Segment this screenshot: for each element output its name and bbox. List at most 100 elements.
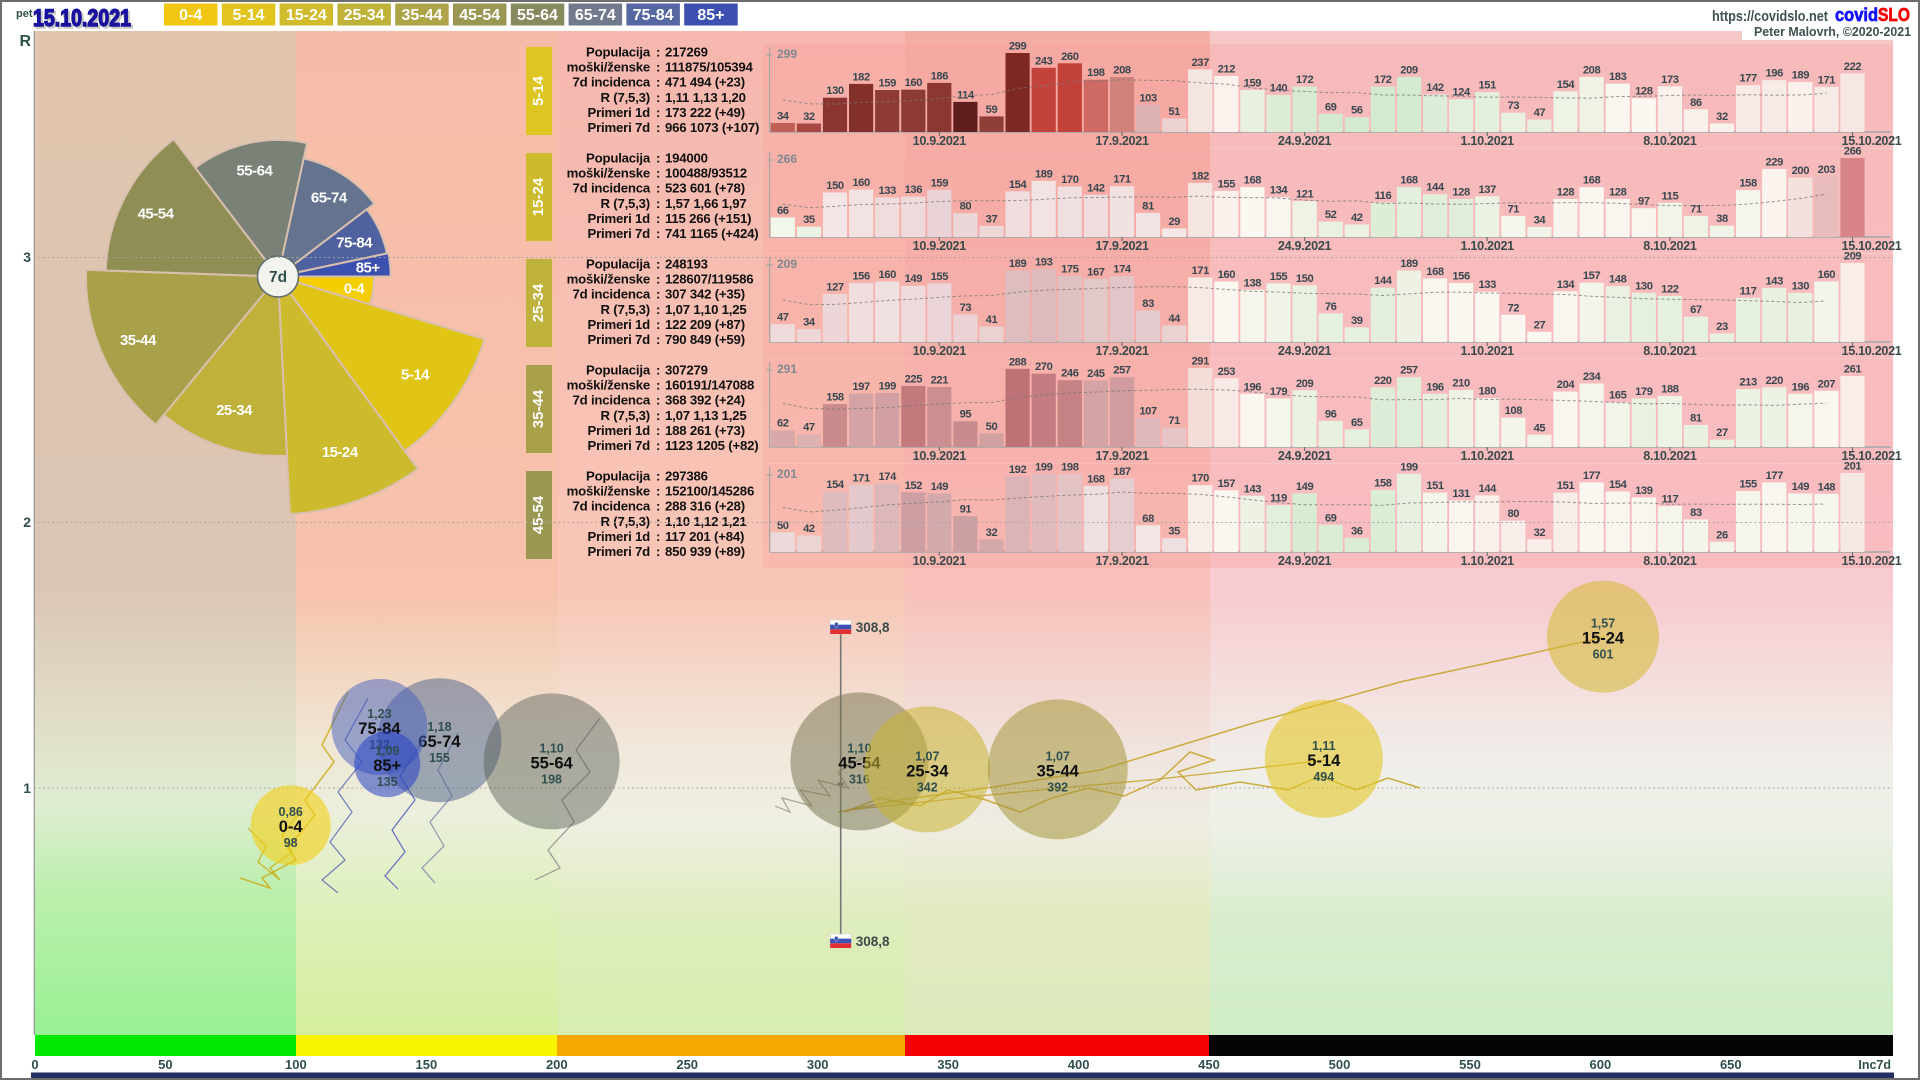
svg-text:157: 157 <box>1583 270 1601 282</box>
svg-text:189: 189 <box>1035 168 1053 180</box>
svg-text:245: 245 <box>1087 368 1105 380</box>
svg-text:1,11: 1,11 <box>1312 739 1336 753</box>
svg-text:35: 35 <box>1168 526 1180 538</box>
svg-text:196: 196 <box>1765 68 1783 80</box>
svg-text:198: 198 <box>541 772 562 786</box>
svg-text:208: 208 <box>1113 65 1131 77</box>
svg-text:291: 291 <box>777 362 797 376</box>
svg-text::: : <box>656 211 660 226</box>
svg-text:1,07: 1,07 <box>1046 749 1070 763</box>
svg-text:342: 342 <box>917 780 938 794</box>
svg-text:1,18: 1,18 <box>427 720 451 734</box>
svg-text:291: 291 <box>1191 356 1209 368</box>
svg-text:257: 257 <box>1113 365 1131 377</box>
svg-text:170: 170 <box>1061 174 1079 186</box>
svg-text:133: 133 <box>1478 279 1496 291</box>
svg-text:143: 143 <box>1244 483 1262 495</box>
svg-text:850 939 (+89): 850 939 (+89) <box>665 544 745 559</box>
svg-text:158: 158 <box>826 392 844 404</box>
svg-text:225: 225 <box>905 373 923 385</box>
svg-text::: : <box>656 302 660 317</box>
svg-text::: : <box>656 166 660 181</box>
svg-text::: : <box>656 60 660 75</box>
svg-text:209: 209 <box>1400 64 1418 76</box>
svg-text:1,57: 1,57 <box>1591 617 1615 631</box>
svg-text:25-34: 25-34 <box>530 283 547 322</box>
svg-text:50: 50 <box>986 421 998 433</box>
svg-text::: : <box>656 287 660 302</box>
svg-text:152: 152 <box>905 480 923 492</box>
svg-text:0-4: 0-4 <box>344 280 365 297</box>
svg-text:199: 199 <box>1400 461 1418 473</box>
svg-text:39: 39 <box>1351 315 1363 327</box>
svg-text:149: 149 <box>931 481 949 493</box>
svg-text:29: 29 <box>1168 216 1180 228</box>
svg-text:115 266 (+151): 115 266 (+151) <box>665 211 751 226</box>
svg-text:8.10.2021: 8.10.2021 <box>1643 134 1697 148</box>
svg-text:35-44: 35-44 <box>401 7 442 24</box>
svg-text::: : <box>656 120 660 135</box>
svg-text:222: 222 <box>1844 61 1862 73</box>
svg-text:270: 270 <box>1035 361 1053 373</box>
svg-text:250: 250 <box>676 1057 698 1072</box>
svg-text:288: 288 <box>1009 356 1027 368</box>
svg-text:52: 52 <box>1325 209 1337 221</box>
svg-text:15.10.2021: 15.10.2021 <box>33 5 131 32</box>
svg-text:75-84: 75-84 <box>633 7 674 24</box>
svg-text:131: 131 <box>1452 488 1470 500</box>
svg-text:134: 134 <box>1557 279 1576 291</box>
svg-text:198: 198 <box>1087 67 1105 79</box>
svg-text:130: 130 <box>826 85 844 97</box>
svg-text:73: 73 <box>1507 100 1519 112</box>
svg-text:172: 172 <box>1296 74 1314 86</box>
svg-text:261: 261 <box>1844 364 1862 376</box>
svg-text:83: 83 <box>1142 298 1154 310</box>
svg-text:8.10.2021: 8.10.2021 <box>1643 344 1697 358</box>
svg-text:307 342 (+35): 307 342 (+35) <box>665 287 745 302</box>
svg-text:32: 32 <box>803 111 815 123</box>
svg-text:103: 103 <box>1139 92 1157 104</box>
svg-text:172: 172 <box>1374 74 1392 86</box>
svg-text:171: 171 <box>1113 174 1131 186</box>
svg-text:55-64: 55-64 <box>236 162 273 179</box>
svg-text:174: 174 <box>878 471 897 483</box>
svg-text:moški/ženske: moški/ženske <box>567 378 650 393</box>
svg-text:62: 62 <box>777 418 789 430</box>
svg-text:149: 149 <box>1792 481 1810 493</box>
svg-text:0-4: 0-4 <box>279 818 304 836</box>
svg-text:160: 160 <box>878 269 896 281</box>
svg-text:121: 121 <box>1296 189 1314 201</box>
svg-text:42: 42 <box>803 523 815 535</box>
svg-text:7d incidenca: 7d incidenca <box>573 75 651 90</box>
svg-text:601: 601 <box>1593 648 1614 662</box>
svg-text:24.9.2021: 24.9.2021 <box>1278 134 1332 148</box>
svg-text:27: 27 <box>1534 319 1546 331</box>
svg-text:8.10.2021: 8.10.2021 <box>1643 554 1697 568</box>
svg-text:25-34: 25-34 <box>216 402 253 419</box>
svg-text:1.10.2021: 1.10.2021 <box>1461 554 1515 568</box>
svg-text:246: 246 <box>1061 368 1079 380</box>
svg-text:111875/105394: 111875/105394 <box>665 60 753 75</box>
svg-text:35-44: 35-44 <box>1037 762 1080 780</box>
svg-text:149: 149 <box>905 273 923 285</box>
svg-text:R (7,5,3): R (7,5,3) <box>600 196 650 211</box>
svg-text:217269: 217269 <box>665 45 708 60</box>
svg-text:68: 68 <box>1142 513 1154 525</box>
svg-text:168: 168 <box>1426 266 1444 278</box>
svg-text:37: 37 <box>986 214 998 226</box>
svg-text:140: 140 <box>1270 83 1288 95</box>
svg-text:34: 34 <box>803 317 816 329</box>
svg-text:158: 158 <box>1374 477 1392 489</box>
svg-text:201: 201 <box>1844 461 1862 473</box>
svg-text:137: 137 <box>1478 184 1496 196</box>
svg-text:117: 117 <box>1661 494 1678 506</box>
svg-text::: : <box>656 105 660 120</box>
svg-text:134: 134 <box>1270 185 1289 197</box>
svg-text::: : <box>656 469 660 484</box>
svg-text:15.10.2021: 15.10.2021 <box>1841 344 1901 358</box>
svg-text:260: 260 <box>1061 51 1079 63</box>
svg-text:155: 155 <box>1270 271 1288 283</box>
svg-text:34: 34 <box>777 111 790 123</box>
svg-text:17.9.2021: 17.9.2021 <box>1095 554 1149 568</box>
svg-text:208: 208 <box>1583 65 1601 77</box>
